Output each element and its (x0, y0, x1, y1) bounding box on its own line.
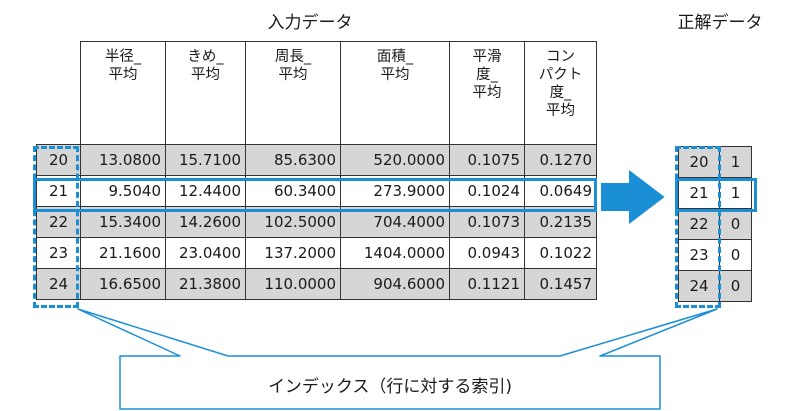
answer-data-table: 20 1 21 1 22 0 23 0 24 0 (678, 146, 752, 302)
input-data-table: 半径_ 平均 きめ_ 平均 周長_ 平均 面積_ 平均 平滑 度_ 平均 コン パクト 度_ 平均… (36, 41, 597, 300)
answer-label: 0 (719, 208, 752, 240)
row-index: 20 (36, 144, 81, 176)
cell: 85.6300 (245, 144, 341, 176)
index-header-blank (36, 41, 81, 145)
cell: 15.7100 (165, 144, 246, 176)
answer-label: 1 (719, 146, 752, 178)
table-row: 20 13.0800 15.7100 85.6300 520.0000 0.10… (36, 144, 597, 176)
answer-row-index: 24 (678, 270, 720, 302)
header-area-mean: 面積_ 平均 (340, 41, 450, 145)
answer-label: 0 (719, 270, 752, 302)
row-index: 24 (36, 268, 81, 300)
cell: 0.1075 (449, 144, 525, 176)
answer-row-index: 22 (678, 208, 720, 240)
right-arrow-icon (601, 170, 665, 224)
input-data-title: 入力データ (267, 13, 353, 33)
answer-row: 20 1 (678, 146, 752, 178)
answer-row-index: 23 (678, 239, 720, 271)
table-row: 24 16.6500 21.3800 110.0000 904.6000 0.1… (36, 268, 597, 300)
header-smoothness-mean: 平滑 度_ 平均 (449, 41, 525, 145)
answer-data-title: 正解データ (677, 13, 763, 33)
cell: 0.1270 (524, 144, 597, 176)
callout-text: インデックス（行に対する索引) (267, 377, 513, 397)
cell: 1404.0000 (340, 237, 450, 269)
cell: 0.1457 (524, 268, 597, 300)
answer-row-index: 20 (678, 146, 720, 178)
header-perimeter-mean: 周長_ 平均 (245, 41, 341, 145)
cell: 904.6000 (340, 268, 450, 300)
answer-index-column-outline (675, 146, 721, 308)
cell: 110.0000 (245, 268, 341, 300)
answer-row: 24 0 (678, 270, 752, 302)
cell: 16.6500 (80, 268, 166, 300)
cell: 137.2000 (245, 237, 341, 269)
answer-row: 22 0 (678, 208, 752, 240)
index-column-outline (33, 146, 79, 308)
cell: 520.0000 (340, 144, 450, 176)
cell: 0.1022 (524, 237, 597, 269)
header-compactness-mean: コン パクト 度_ 平均 (524, 41, 597, 145)
